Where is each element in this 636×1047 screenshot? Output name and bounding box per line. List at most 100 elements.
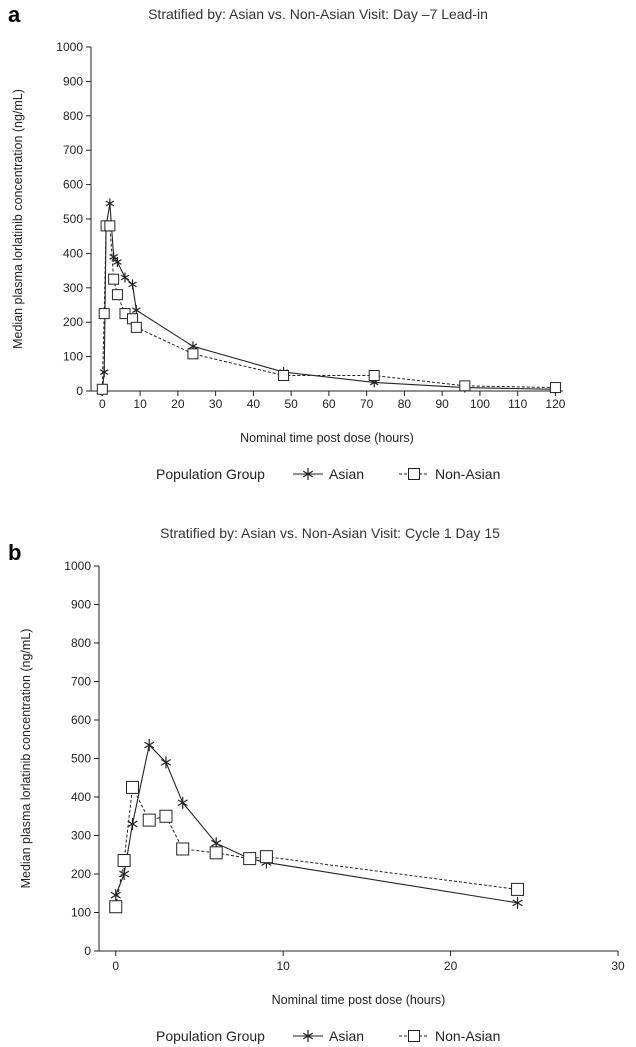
marker-stroke [211,839,222,847]
data-point-non-asian [108,273,120,285]
marker-stroke [120,274,130,281]
data-point-non-asian [368,370,380,382]
y-tick-label: 600 [71,713,91,727]
y-tick-label: 100 [71,906,91,920]
data-point-non-asian [109,900,123,914]
x-tick-label: 120 [545,397,565,411]
data-point-asian [110,889,121,902]
legend: Population Group Asian Non-Asian [156,1028,500,1044]
data-point-non-asian [259,850,273,864]
data-point-non-asian [209,846,223,860]
marker-stroke [512,899,523,907]
series-non-asian [96,220,561,395]
data-point-non-asian [278,370,290,382]
data-point-asian [113,257,122,267]
chart-title: Stratified by: Asian vs. Non-Asian Visit… [148,6,488,22]
y-tick-label: 500 [71,752,91,766]
data-point-non-asian [549,382,561,394]
legend-title: Population Group [156,466,265,482]
data-point-asian [120,272,130,283]
marker-stroke [144,741,155,749]
marker-stroke [302,1032,314,1040]
series-line-non-asian [101,225,556,390]
y-tick-label: 200 [71,867,91,881]
data-point-non-asian [98,308,110,320]
data-point-asian [127,817,138,830]
y-tick-label: 200 [63,315,83,329]
x-tick-label: 110 [508,397,527,411]
legend-item-non-asian: Non-Asian [399,1028,500,1044]
legend-label: Asian [329,1028,364,1044]
y-tick-label: 400 [63,246,83,260]
x-axis-label: Nominal time post dose (hours) [240,431,414,445]
data-point-non-asian [159,809,173,823]
x-tick-label: 60 [322,397,336,411]
data-point-asian [160,756,172,769]
y-tick-label: 900 [63,74,83,88]
data-point-non-asian [111,289,123,301]
y-tick-label: 500 [63,212,83,226]
y-tick-label: 700 [63,143,83,157]
marker-stroke [188,343,198,350]
legend-item-asian: Asian [293,1028,364,1044]
legend-marker [408,468,420,480]
marker-stroke [160,758,172,766]
y-tick-label: 600 [63,178,83,192]
x-tick-label: 100 [470,397,490,411]
y-tick-label: 100 [63,350,83,364]
data-point-asian [512,896,523,909]
legend-label: Non-Asian [435,1028,500,1044]
y-tick-label: 0 [76,384,83,398]
series-asian [110,739,523,909]
marker-stroke [128,281,137,288]
y-tick-label: 1000 [56,40,83,54]
x-tick-label: 20 [171,397,185,411]
series-asian [98,198,560,396]
marker-stroke [132,307,141,314]
x-tick-label: 90 [435,397,449,411]
x-tick-label: 10 [133,397,147,411]
legend: Population Group Asian Non-Asian [156,466,500,482]
y-tick-label: 700 [71,675,91,689]
marker-stroke [113,259,122,265]
y-axis-label: Median plasma lorlatinib concentration (… [11,89,25,349]
x-axis-label: Nominal time post dose (hours) [272,993,446,1007]
marker-stroke [110,891,121,899]
marker-stroke [99,369,109,375]
data-point-non-asian [117,854,131,868]
data-point-asian [144,739,155,752]
legend-title: Population Group [156,1028,265,1044]
chart-panel-b: b Stratified by: Asian vs. Non-Asian Visi… [8,525,625,1044]
marker-stroke [127,820,138,828]
data-point-non-asian [125,780,139,794]
legend-label: Asian [329,466,364,482]
y-tick-label: 800 [71,636,91,650]
data-point-asian [128,279,137,290]
data-point-asian [105,198,115,209]
legend-item-non-asian: Non-Asian [399,466,500,482]
chart-title: Stratified by: Asian vs. Non-Asian Visit… [160,525,500,541]
x-tick-label: 70 [360,397,374,411]
marker-stroke [302,470,314,478]
series-line-asian [115,743,518,904]
legend-marker [408,1030,420,1042]
x-tick-label: 40 [247,397,261,411]
data-point-non-asian [142,813,156,827]
x-tick-label: 50 [284,397,298,411]
series-non-asian [109,780,525,914]
data-point-non-asian [511,882,525,896]
y-tick-label: 800 [63,109,83,123]
marker-stroke [177,799,188,807]
y-tick-label: 300 [71,829,91,843]
y-tick-label: 1000 [64,559,91,573]
data-point-non-asian [176,842,190,856]
panel-letter: b [8,540,21,565]
y-tick-label: 300 [63,281,83,295]
y-tick-label: 900 [71,598,91,612]
legend-marker [302,468,314,480]
x-tick-label: 30 [209,397,223,411]
marker-stroke [109,253,118,260]
data-point-non-asian [187,348,199,360]
data-point-non-asian [96,383,108,395]
